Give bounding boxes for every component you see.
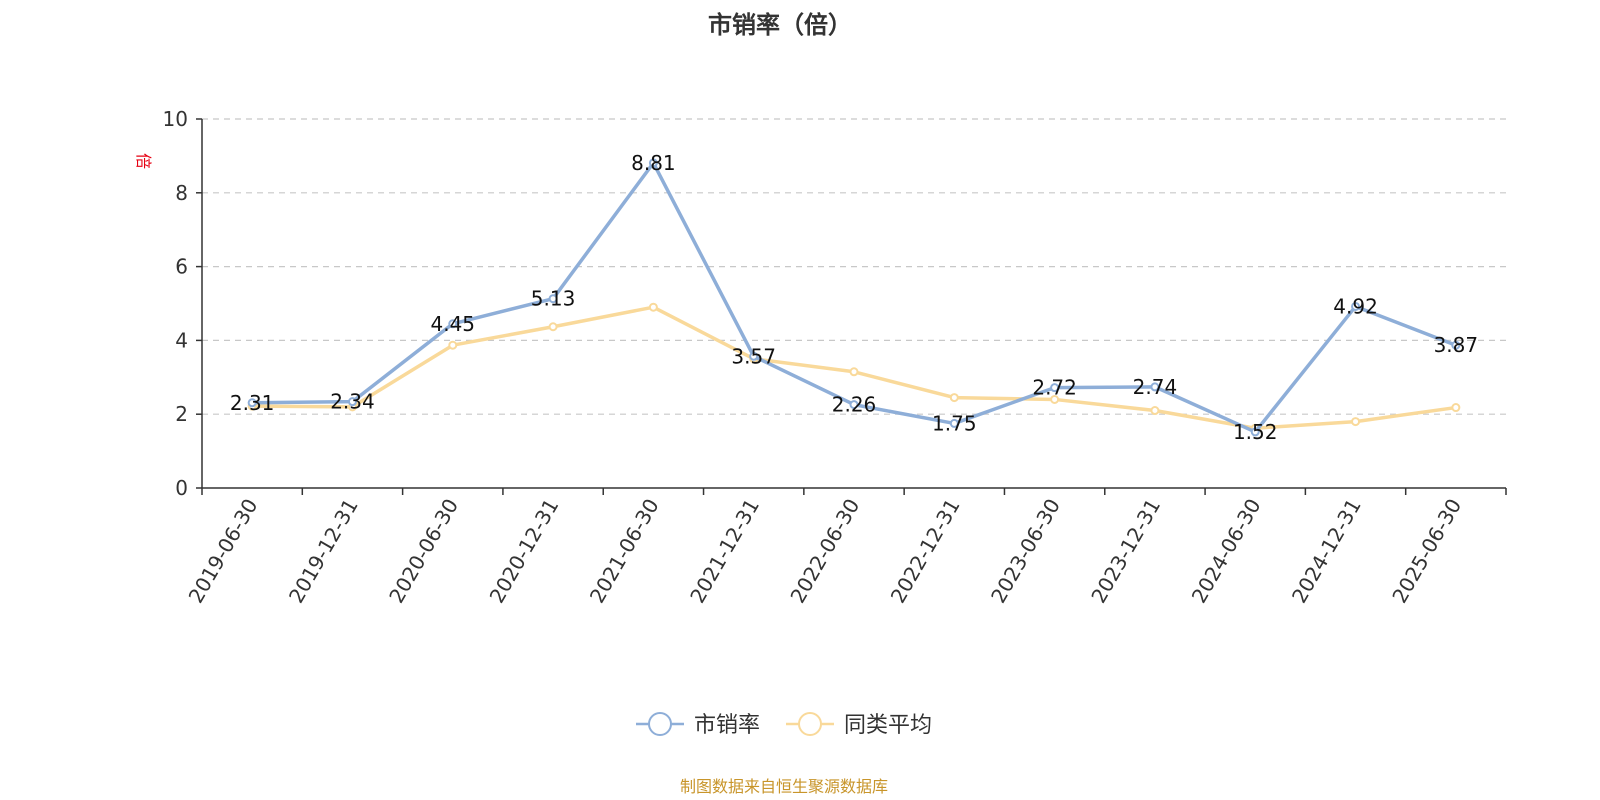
y-tick-label: 0 <box>175 476 188 500</box>
series-1-point <box>849 367 859 377</box>
x-tick-label: 2019-06-30 <box>184 495 263 608</box>
x-tick-label: 2020-06-30 <box>384 495 463 608</box>
series-0-point <box>949 418 959 428</box>
series-1-point <box>1050 394 1060 404</box>
x-tick-label: 2020-12-31 <box>485 495 564 608</box>
legend-item-1[interactable]: 同类平均 <box>786 712 932 738</box>
series-0-point <box>1351 301 1361 311</box>
x-tick-label: 2023-12-31 <box>1086 495 1165 608</box>
data-labels: 2.31 2.34 4.45 5.13 8.81 3.57 2.26 1.75 2.72 2.74… <box>230 151 1478 444</box>
data-label: 3.87 <box>1434 333 1479 357</box>
series-1-point <box>949 393 959 403</box>
series-lines <box>247 158 1461 437</box>
data-label: 8.81 <box>631 151 676 175</box>
series-0-point <box>1250 427 1260 437</box>
chart-title: 市销率（倍） <box>708 11 852 39</box>
data-label: 2.34 <box>330 390 375 414</box>
series-0-point <box>448 319 458 329</box>
y-tick-label: 6 <box>175 255 188 279</box>
y-tick-label: 10 <box>163 107 188 131</box>
series-1-point <box>1451 403 1461 413</box>
data-label: 1.52 <box>1233 420 1278 444</box>
series-1-point <box>1351 417 1361 427</box>
data-label: 2.72 <box>1032 376 1077 400</box>
grid-lines <box>202 118 1506 415</box>
series-1-point <box>1150 406 1160 416</box>
x-tick-label: 2024-12-31 <box>1287 495 1366 608</box>
y-axis-unit-label: 倍 <box>134 153 153 169</box>
y-tick-label: 2 <box>175 402 188 426</box>
x-tick-label: 2019-12-31 <box>284 495 363 608</box>
series-line-0 <box>250 161 1458 434</box>
series-1-point <box>648 302 658 312</box>
x-tick-label: 2025-06-30 <box>1387 495 1466 608</box>
series-0-point <box>1150 382 1160 392</box>
data-label: 4.45 <box>431 312 476 336</box>
axes: 0 2 4 6 8 10 2019-06-30 2019-12-31 2020-06-30 202… <box>163 107 1507 608</box>
x-tick-label: 2023-06-30 <box>986 495 1065 608</box>
legend-label: 同类平均 <box>844 713 932 738</box>
x-tick-label: 2021-06-30 <box>585 495 664 608</box>
data-label: 2.31 <box>230 391 275 415</box>
series-0-point <box>749 351 759 361</box>
source-note: 制图数据来自恒生聚源数据库 <box>680 777 888 796</box>
x-tick-label: 2022-06-30 <box>785 495 864 608</box>
legend-swatch-marker <box>798 712 822 736</box>
series-0-point <box>548 294 558 304</box>
series-0-point <box>1451 340 1461 350</box>
legend-item-0[interactable]: 市销率 <box>636 712 760 738</box>
y-tick-label: 4 <box>175 328 188 352</box>
data-label: 3.57 <box>731 344 776 368</box>
data-label: 5.13 <box>531 287 576 311</box>
series-0-point <box>849 400 859 410</box>
y-tick-label: 8 <box>175 181 188 205</box>
data-label: 4.92 <box>1333 294 1378 318</box>
x-tick-label: 2022-12-31 <box>886 494 965 607</box>
legend-label: 市销率 <box>694 713 760 738</box>
series-0-point <box>1050 383 1060 393</box>
series-1-point <box>548 322 558 332</box>
series-0-point <box>648 158 658 168</box>
series-0-point <box>247 398 257 408</box>
x-tick-label: 2021-12-31 <box>685 495 764 608</box>
data-label: 1.75 <box>932 411 977 435</box>
data-label: 2.26 <box>832 393 877 417</box>
series-0-point <box>347 397 357 407</box>
x-tick-label: 2024-06-30 <box>1187 495 1266 608</box>
series-1-point <box>448 340 458 350</box>
legend: 市销率 同类平均 <box>636 712 932 738</box>
data-label: 2.74 <box>1133 375 1178 399</box>
legend-swatch-marker <box>648 712 672 736</box>
